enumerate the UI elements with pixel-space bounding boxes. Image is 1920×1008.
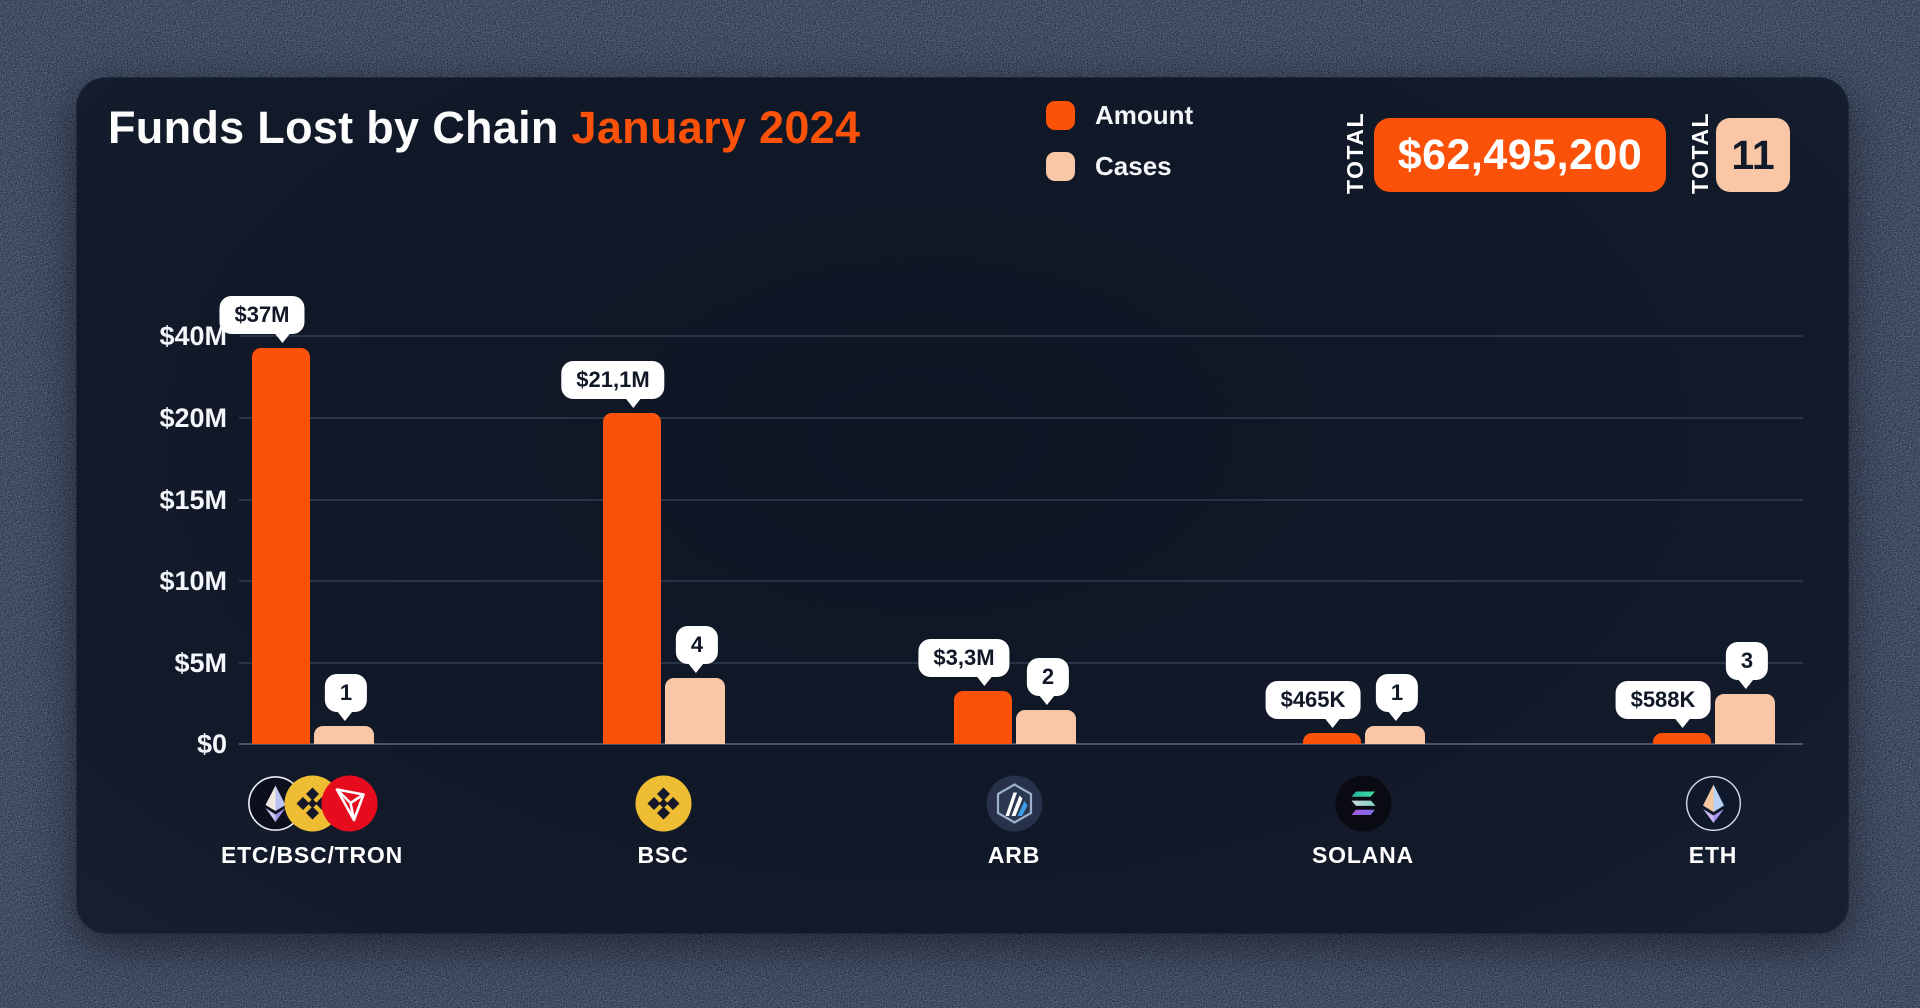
gridline bbox=[239, 417, 1803, 419]
gridline bbox=[239, 499, 1803, 501]
amount-bar bbox=[1303, 733, 1361, 744]
amount-bar bbox=[252, 348, 310, 744]
bubble-tail bbox=[337, 711, 353, 721]
cases-bar bbox=[1365, 726, 1425, 744]
y-axis-tick: $5M bbox=[174, 648, 227, 678]
bubble-tail bbox=[1039, 695, 1055, 705]
cases-bubble: 3 bbox=[1725, 642, 1769, 689]
cases-bar bbox=[1715, 694, 1775, 744]
bubble-tail bbox=[624, 398, 641, 409]
cases-bubble: 4 bbox=[675, 626, 719, 673]
cases-swatch-icon bbox=[1046, 151, 1075, 181]
amount-bubble: $588K bbox=[1615, 681, 1711, 728]
gridline bbox=[239, 335, 1803, 337]
chart-legend: Amount Cases bbox=[1046, 100, 1193, 202]
bubble-tail bbox=[1388, 711, 1404, 721]
y-axis-tick: $10M bbox=[159, 566, 227, 596]
amount-bar bbox=[954, 690, 1012, 744]
amount-bubble: $465K bbox=[1265, 681, 1361, 728]
bubble-tail bbox=[688, 663, 704, 673]
y-axis-tick: $40M bbox=[159, 321, 227, 351]
plot-area: $40M $20M $15M $10M $5M $0 $37M 1 ETC/BSC/TRON $2… bbox=[77, 78, 1848, 933]
amount-bubble: $21,1M bbox=[561, 361, 665, 409]
y-axis-tick: $20M bbox=[159, 403, 227, 433]
cases-bubble: 2 bbox=[1026, 658, 1070, 705]
chart-title-period: January 2024 bbox=[571, 102, 861, 153]
chart-title-main: Funds Lost by Chain bbox=[108, 102, 559, 153]
chart-card: Funds Lost by Chain January 2024 Amount … bbox=[76, 77, 1849, 934]
legend-row-cases: Cases bbox=[1046, 151, 1193, 181]
category-label: ETH bbox=[1688, 842, 1738, 868]
total-amount-value: $62,495,200 bbox=[1374, 118, 1666, 192]
category-label: BSC bbox=[637, 842, 689, 868]
y-axis-tick: $0 bbox=[196, 729, 227, 759]
cases-bubble: 1 bbox=[324, 674, 368, 721]
amount-bubble: $3,3M bbox=[918, 638, 1010, 686]
gridline bbox=[239, 743, 1803, 745]
legend-row-amount: Amount bbox=[1046, 100, 1193, 130]
amount-bubble: $37M bbox=[219, 296, 305, 344]
bubble-tail bbox=[1675, 718, 1691, 728]
category-label: ARB bbox=[987, 842, 1041, 868]
bubble-tail bbox=[976, 675, 992, 686]
category-label: SOLANA bbox=[1312, 842, 1414, 868]
cases-bubble: 1 bbox=[1375, 674, 1419, 721]
chart-title: Funds Lost by Chain January 2024 bbox=[108, 102, 860, 154]
amount-bar bbox=[1653, 733, 1711, 744]
bubble-tail bbox=[273, 333, 290, 344]
bubble-tail bbox=[1325, 718, 1341, 728]
y-axis-tick: $15M bbox=[159, 485, 227, 515]
total-cases-value: 11 bbox=[1716, 118, 1790, 192]
bnb-icon bbox=[635, 775, 692, 832]
cases-bar bbox=[665, 678, 725, 744]
gridline bbox=[239, 580, 1803, 582]
arb-icon bbox=[986, 775, 1043, 832]
bubble-tail bbox=[1738, 679, 1754, 689]
amount-swatch-icon bbox=[1046, 100, 1075, 130]
sol-icon bbox=[1335, 775, 1392, 832]
legend-cases-label: Cases bbox=[1095, 150, 1172, 181]
legend-amount-label: Amount bbox=[1095, 99, 1194, 130]
cases-bar bbox=[1016, 710, 1076, 744]
tron-icon bbox=[321, 775, 378, 832]
gridline bbox=[239, 662, 1803, 664]
cases-bar bbox=[314, 726, 374, 744]
amount-bar bbox=[603, 413, 661, 744]
eth-icon bbox=[1685, 775, 1742, 832]
category-label: ETC/BSC/TRON bbox=[220, 842, 404, 868]
